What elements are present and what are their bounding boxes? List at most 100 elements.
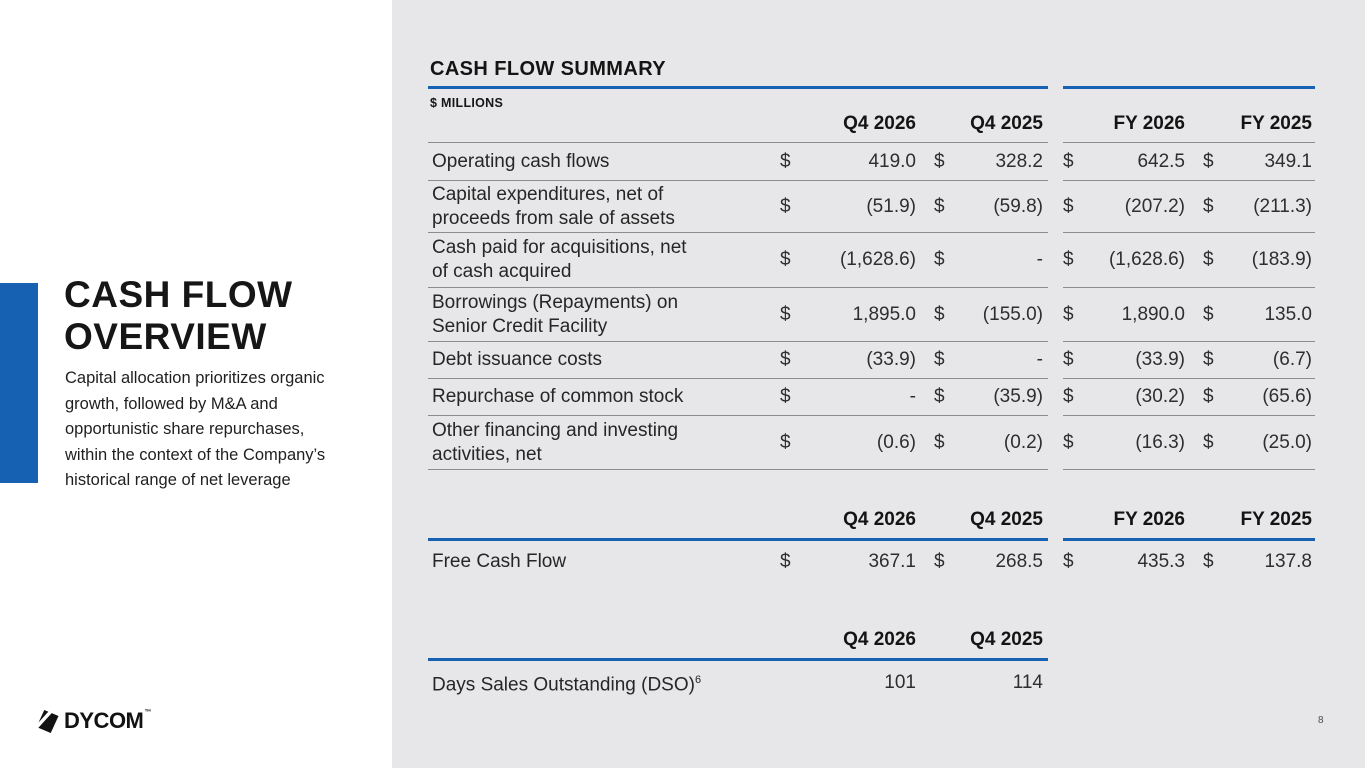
dycom-diamond-icon (36, 708, 59, 733)
cell-q4-2025: (59.8) (993, 195, 1043, 217)
currency-symbol: $ (1203, 303, 1214, 325)
cell-q4-2026: (33.9) (866, 349, 916, 370)
cell-fy-2025: (25.0) (1262, 431, 1312, 453)
cell-q4-2025: 268.5 (995, 551, 1043, 572)
column-header-q4-2026: Q4 2026 (843, 113, 916, 134)
column-header-q4-2025: Q4 2025 (970, 629, 1043, 650)
cell-fy-2026: (1,628.6) (1108, 249, 1185, 270)
cell-q4-2025: (35.9) (993, 386, 1043, 407)
cell-fy-2025: (65.6) (1262, 386, 1312, 407)
cell-fy-2025: (6.7) (1272, 349, 1312, 370)
cell-fy-2026: 1,890.0 (1121, 303, 1185, 325)
slide-subtitle-text: Capital allocation prioritizes organic g… (65, 369, 326, 489)
currency-symbol: $ (1203, 386, 1214, 407)
currency-symbol: $ (780, 386, 791, 407)
currency-symbol: $ (780, 195, 791, 217)
title-underline-fullyear (1063, 86, 1315, 89)
currency-symbol: $ (1203, 249, 1214, 270)
currency-symbol: $ (1063, 303, 1074, 325)
currency-symbol: $ (1063, 551, 1074, 572)
currency-symbol: $ (934, 349, 945, 370)
fullyear-columns-group: FY 2026 FY 2025 $ 435.3 $ 137.8 (1063, 503, 1315, 583)
column-header-fy-2025: FY 2025 (1240, 113, 1312, 134)
cell-q4-2025: - (1036, 349, 1043, 370)
currency-symbol: $ (934, 303, 945, 325)
cell-q4-2026: - (909, 386, 916, 407)
page-number: 8 (1318, 715, 1324, 726)
table-row: $ (1,628.6) $ (183.9) (1063, 233, 1315, 288)
quarter-header-row: Q4 2026 Q4 2025 (428, 503, 1048, 541)
table-row: $ 1,890.0 $ 135.0 (1063, 288, 1315, 342)
quarter-columns-group: Q4 2026 Q4 2025 Days Sales Outstanding (… (428, 616, 1048, 705)
table-row: Debt issuance costs $ (33.9) $ - (428, 342, 1048, 379)
currency-symbol: $ (1063, 195, 1074, 217)
column-header-fy-2026: FY 2026 (1113, 509, 1185, 530)
trademark-symbol: ™ (144, 708, 152, 716)
cell-fy-2026: (16.3) (1135, 431, 1185, 453)
cell-q4-2026: 1,895.0 (852, 303, 916, 325)
cell-q4-2026: (0.6) (876, 431, 916, 453)
cell-q4-2025: (155.0) (982, 303, 1043, 325)
row-label: Capital expenditures, net of proceeds fr… (432, 183, 675, 229)
cell-q4-2026: 419.0 (868, 150, 916, 172)
slide-title: CASH FLOW OVERVIEW (64, 274, 293, 357)
currency-symbol: $ (934, 386, 945, 407)
table-row: Free Cash Flow $ 367.1 $ 268.5 (428, 541, 1048, 583)
currency-symbol: $ (1203, 431, 1214, 453)
cell-fy-2025: 137.8 (1264, 551, 1312, 572)
cash-flow-summary-table: Q4 2026 Q4 2025 Operating cash flows $ 4… (428, 105, 1315, 470)
column-header-q4-2025: Q4 2025 (970, 113, 1043, 134)
column-header-q4-2025: Q4 2025 (970, 509, 1043, 530)
table-row: $ (33.9) $ (6.7) (1063, 342, 1315, 379)
dycom-logo: DYCOM ™ (36, 708, 152, 734)
cell-q4-2026: 367.1 (868, 551, 916, 572)
row-label: Operating cash flows (432, 150, 610, 172)
column-header-q4-2026: Q4 2026 (843, 629, 916, 650)
free-cash-flow-table: Q4 2026 Q4 2025 Free Cash Flow $ 367.1 $… (428, 503, 1315, 583)
currency-symbol: $ (1203, 195, 1214, 217)
cell-fy-2025: (183.9) (1251, 249, 1312, 270)
cell-fy-2026: (207.2) (1124, 195, 1185, 217)
currency-symbol: $ (1063, 349, 1074, 370)
fullyear-columns-group: FY 2026 FY 2025 $ 642.5 $ 349.1 $ (207.2… (1063, 105, 1315, 470)
table-row: $ 435.3 $ 137.8 (1063, 541, 1315, 583)
cell-q4-2026: (51.9) (866, 195, 916, 217)
table-row: Days Sales Outstanding (DSO)6 101 114 (428, 661, 1048, 705)
currency-symbol: $ (780, 431, 791, 453)
currency-symbol: $ (934, 249, 945, 270)
cell-fy-2026: (33.9) (1135, 349, 1185, 370)
row-label: Other financing and investing activities… (432, 419, 679, 465)
currency-symbol: $ (780, 551, 791, 572)
row-label: Cash paid for acquisitions, net of cash … (432, 237, 687, 282)
table-row: Cash paid for acquisitions, net of cash … (428, 233, 1048, 288)
column-header-q4-2026: Q4 2026 (843, 509, 916, 530)
cell-fy-2025: (211.3) (1253, 195, 1312, 217)
quarter-header-row: Q4 2026 Q4 2025 (428, 105, 1048, 143)
table-row: Borrowings (Repayments) on Senior Credit… (428, 288, 1048, 342)
row-label: Free Cash Flow (432, 551, 567, 572)
cell-fy-2026: 642.5 (1137, 150, 1185, 172)
table-row: Other financing and investing activities… (428, 416, 1048, 470)
currency-symbol: $ (1063, 431, 1074, 453)
currency-symbol: $ (1203, 150, 1214, 172)
cell-q4-2025: 328.2 (995, 150, 1043, 172)
cell-fy-2026: 435.3 (1137, 551, 1185, 572)
currency-symbol: $ (780, 249, 791, 270)
cell-q4-2025: (0.2) (1003, 431, 1043, 453)
logo-wordmark: DYCOM (64, 708, 144, 733)
table-row: $ (30.2) $ (65.6) (1063, 379, 1315, 416)
currency-symbol: $ (934, 195, 945, 217)
units-label: $ MILLIONS (430, 96, 504, 110)
currency-symbol: $ (934, 431, 945, 453)
column-header-fy-2026: FY 2026 (1113, 113, 1185, 134)
table-row: $ (207.2) $ (211.3) (1063, 181, 1315, 233)
dso-label-text: Days Sales Outstanding (DSO) (432, 674, 695, 696)
footnote-reference: 6 (694, 674, 702, 687)
currency-symbol: $ (1063, 249, 1074, 270)
currency-symbol: $ (1203, 551, 1214, 572)
currency-symbol: $ (1063, 386, 1074, 407)
fullyear-header-row: FY 2026 FY 2025 (1063, 105, 1315, 143)
cell-q4-2026: 101 (884, 672, 916, 693)
currency-symbol: $ (934, 551, 945, 572)
table-row: $ 642.5 $ 349.1 (1063, 143, 1315, 181)
